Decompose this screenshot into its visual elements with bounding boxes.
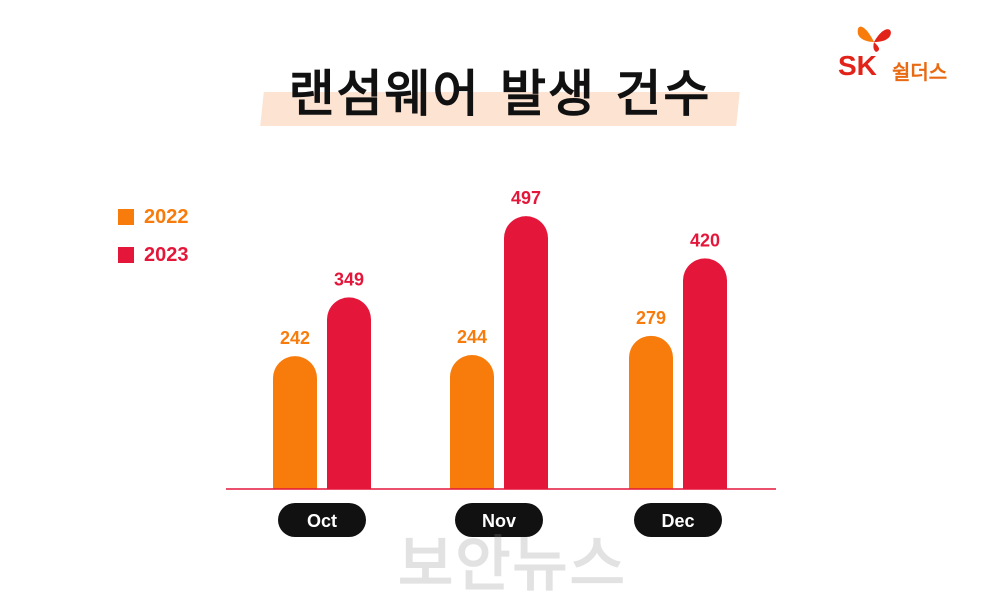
bar-nov-2023 [504, 216, 548, 489]
title-area: 랜섬웨어 발생 건수 [260, 52, 740, 132]
brand-logo: SK 쉴더스 [838, 20, 978, 84]
legend-label-2022: 2022 [144, 205, 189, 228]
data-label-dec-2023: 420 [690, 230, 720, 250]
data-label-dec-2022: 279 [636, 308, 666, 328]
logo-name: 쉴더스 [892, 60, 948, 84]
bar-dec-2022 [629, 335, 673, 489]
category-pill-oct [278, 503, 366, 537]
bar-oct-2022 [273, 356, 317, 489]
logo-brand: SK [838, 50, 877, 81]
page-title: 랜섬웨어 발생 건수 [288, 65, 712, 123]
legend-label-2023: 2023 [144, 243, 189, 266]
category-pill-dec [634, 503, 722, 537]
data-label-oct-2022: 242 [280, 328, 310, 348]
x-tick-label-oct: Oct [307, 511, 337, 531]
data-label-nov-2022: 244 [457, 327, 487, 347]
butterfly-icon [857, 26, 891, 52]
data-label-nov-2023: 497 [511, 188, 541, 208]
legend: 2022 2023 [118, 198, 189, 274]
watermark: 보안뉴스 [398, 530, 627, 600]
legend-item-2022: 2022 [118, 198, 189, 236]
legend-swatch-2023 [118, 247, 134, 263]
bar-oct-2023 [327, 297, 371, 489]
legend-swatch-2022 [118, 209, 134, 225]
x-tick-label-nov: Nov [482, 511, 516, 531]
bar-nov-2022 [450, 355, 494, 489]
data-label-oct-2023: 349 [334, 269, 364, 289]
x-tick-label-dec: Dec [661, 511, 694, 531]
bar-dec-2023 [683, 258, 727, 489]
legend-item-2023: 2023 [118, 236, 189, 274]
category-pill-nov [455, 503, 543, 537]
